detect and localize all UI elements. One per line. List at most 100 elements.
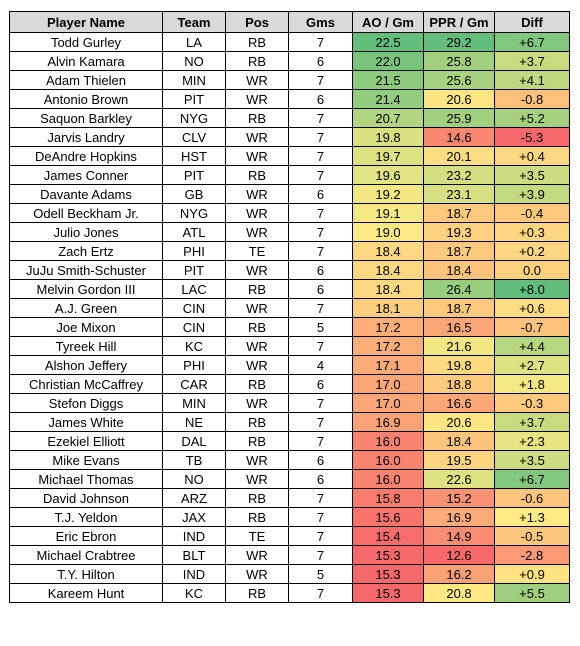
ao-per-gm-cell: 15.4 [352,526,424,546]
pos-cell: WR [225,298,289,318]
gms-cell: 7 [288,393,353,413]
gms-cell: 6 [288,450,353,470]
diff-cell: +0.9 [494,564,570,584]
team-cell: HST [162,146,226,166]
table-row: Eric Ebron IND TE 7 15.4 14.9 -0.5 [9,526,570,546]
pos-cell: RB [225,165,289,185]
team-cell: JAX [162,507,226,527]
table-row: James Conner PIT RB 7 19.6 23.2 +3.5 [9,165,570,185]
pos-cell: RB [225,32,289,52]
pos-cell: WR [225,336,289,356]
player-name-cell: Michael Crabtree [9,545,163,565]
team-cell: LA [162,32,226,52]
ppr-per-gm-cell: 19.3 [423,222,495,242]
gms-cell: 7 [288,488,353,508]
ao-per-gm-cell: 22.5 [352,32,424,52]
pos-cell: WR [225,184,289,204]
diff-cell: +0.2 [494,241,570,261]
diff-cell: +3.9 [494,184,570,204]
ao-per-gm-cell: 15.3 [352,564,424,584]
player-name-cell: DeAndre Hopkins [9,146,163,166]
ao-per-gm-cell: 17.0 [352,393,424,413]
player-name-cell: T.Y. Hilton [9,564,163,584]
gms-cell: 6 [288,279,353,299]
team-cell: CIN [162,298,226,318]
ppr-per-gm-cell: 25.9 [423,108,495,128]
pos-cell: RB [225,317,289,337]
ao-per-gm-cell: 18.4 [352,241,424,261]
ppr-per-gm-cell: 25.8 [423,51,495,71]
ao-per-gm-cell: 16.0 [352,431,424,451]
ppr-per-gm-cell: 21.6 [423,336,495,356]
gms-cell: 6 [288,374,353,394]
player-name-cell: Melvin Gordon III [9,279,163,299]
pos-cell: WR [225,355,289,375]
diff-cell: -0.6 [494,488,570,508]
player-name-cell: Joe Mixon [9,317,163,337]
table-row: Kareem Hunt KC RB 7 15.3 20.8 +5.5 [9,583,570,603]
gms-cell: 7 [288,70,353,90]
team-cell: IND [162,526,226,546]
table-row: Alvin Kamara NO RB 6 22.0 25.8 +3.7 [9,51,570,71]
gms-cell: 6 [288,89,353,109]
pos-cell: RB [225,374,289,394]
ao-per-gm-cell: 15.3 [352,583,424,603]
ao-per-gm-cell: 18.4 [352,279,424,299]
team-cell: PIT [162,165,226,185]
player-name-cell: Davante Adams [9,184,163,204]
team-cell: NE [162,412,226,432]
gms-cell: 7 [288,203,353,223]
diff-cell: -0.5 [494,526,570,546]
gms-cell: 7 [288,431,353,451]
ppr-per-gm-cell: 19.8 [423,355,495,375]
ao-per-gm-cell: 17.2 [352,336,424,356]
table-row: Alshon Jeffery PHI WR 4 17.1 19.8 +2.7 [9,355,570,375]
ppr-per-gm-cell: 20.8 [423,583,495,603]
diff-cell: +4.1 [494,70,570,90]
diff-cell: +2.3 [494,431,570,451]
ao-per-gm-cell: 16.9 [352,412,424,432]
diff-cell: +8.0 [494,279,570,299]
ao-per-gm-cell: 19.1 [352,203,424,223]
table-row: Stefon Diggs MIN WR 7 17.0 16.6 -0.3 [9,393,570,413]
diff-cell: +6.7 [494,32,570,52]
ao-per-gm-cell: 18.4 [352,260,424,280]
player-name-cell: JuJu Smith-Schuster [9,260,163,280]
table-row: James White NE RB 7 16.9 20.6 +3.7 [9,412,570,432]
gms-cell: 6 [288,260,353,280]
gms-cell: 7 [288,412,353,432]
ao-per-gm-cell: 15.3 [352,545,424,565]
diff-cell: +5.5 [494,583,570,603]
table-row: Jarvis Landry CLV WR 7 19.8 14.6 -5.3 [9,127,570,147]
diff-cell: +1.3 [494,507,570,527]
ppr-per-gm-cell: 20.6 [423,89,495,109]
team-cell: KC [162,336,226,356]
header-row: Player Name Team Pos Gms AO / Gm PPR / G… [9,11,570,33]
team-cell: BLT [162,545,226,565]
table-row: Mike Evans TB WR 6 16.0 19.5 +3.5 [9,450,570,470]
diff-cell: +3.5 [494,165,570,185]
diff-cell: -0.8 [494,89,570,109]
pos-cell: WR [225,260,289,280]
ppr-per-gm-cell: 18.7 [423,298,495,318]
gms-cell: 7 [288,32,353,52]
gms-cell: 7 [288,507,353,527]
player-name-cell: Saquon Barkley [9,108,163,128]
team-cell: PIT [162,89,226,109]
table-row: JuJu Smith-Schuster PIT WR 6 18.4 18.4 0.0 [9,260,570,280]
table-row: Tyreek Hill KC WR 7 17.2 21.6 +4.4 [9,336,570,356]
ao-per-gm-cell: 19.7 [352,146,424,166]
gms-cell: 7 [288,526,353,546]
player-name-cell: David Johnson [9,488,163,508]
ppr-per-gm-cell: 15.2 [423,488,495,508]
ppr-per-gm-cell: 18.7 [423,203,495,223]
ao-per-gm-cell: 17.1 [352,355,424,375]
team-cell: MIN [162,70,226,90]
table-row: Antonio Brown PIT WR 6 21.4 20.6 -0.8 [9,89,570,109]
ao-per-gm-cell: 21.4 [352,89,424,109]
gms-cell: 6 [288,469,353,489]
ao-per-gm-cell: 16.0 [352,450,424,470]
pos-cell: WR [225,545,289,565]
player-name-cell: Odell Beckham Jr. [9,203,163,223]
team-cell: ARZ [162,488,226,508]
